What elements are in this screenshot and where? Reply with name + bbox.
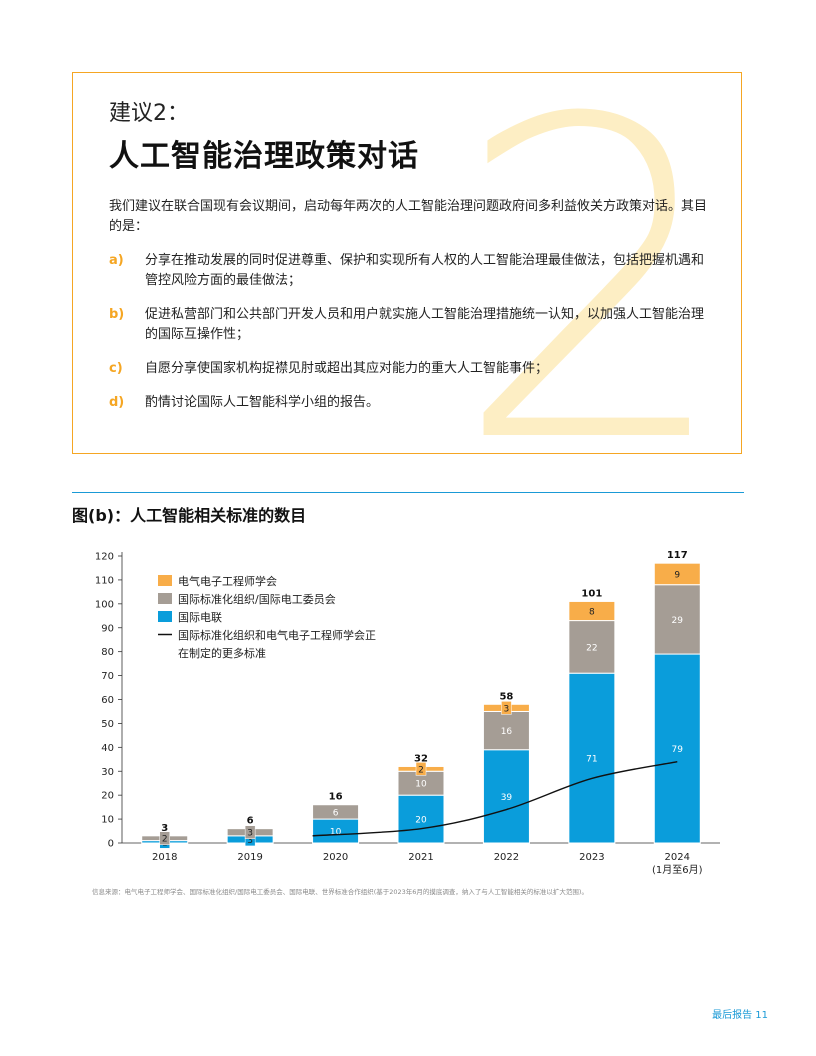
legend-label: 国际电联: [178, 611, 222, 624]
number-watermark: 2: [453, 72, 733, 454]
x-tick-label: 2024: [665, 852, 690, 863]
legend-label-continued: 在制定的更多标准: [178, 646, 266, 660]
list-item: b) 促进私营部门和公共部门开发人员和用户就实施人工智能治理措施统一认知，以加强…: [109, 305, 709, 345]
y-tick-label: 120: [95, 552, 114, 563]
x-tick-label: 2020: [323, 852, 348, 863]
y-tick-label: 60: [101, 695, 114, 706]
y-tick-label: 70: [101, 671, 114, 682]
value-tag: [244, 825, 256, 839]
value-label: 3: [504, 704, 510, 714]
value-label: 20: [415, 816, 427, 826]
legend-label: 国际标准化组织/国际电工委员会: [178, 592, 336, 606]
y-tick-label: 10: [101, 815, 114, 826]
bar-segment: [653, 562, 701, 586]
recommendation-label: 建议2：: [109, 101, 189, 126]
list-item-letter: a): [109, 253, 124, 268]
bar-segment: [312, 804, 360, 820]
x-tick-label: 2019: [237, 852, 262, 863]
list-item-letter: c): [109, 361, 123, 376]
total-label: 6: [247, 816, 254, 827]
x-tick-label: 2021: [408, 852, 433, 863]
x-tick-label: 2023: [579, 852, 604, 863]
value-label: 22: [586, 643, 597, 653]
bar-segment: [482, 749, 530, 844]
value-label: 6: [333, 808, 339, 818]
figure-divider: [72, 492, 744, 493]
bar-segment: [653, 584, 701, 655]
legend-label: 国际标准化组织和电气电子工程师学会正: [178, 628, 376, 642]
y-tick-label: 110: [95, 575, 114, 586]
bar-segment: [568, 620, 616, 674]
list-item-text: 自愿分享使国家机构捉襟见肘或超出其应对能力的重大人工智能事件；: [145, 361, 549, 376]
total-label: 117: [667, 550, 688, 561]
total-label: 101: [581, 588, 602, 599]
recommendation-intro: 我们建议在联合国现有会议期间，启动每年两次的人工智能治理问题政府间多利益攸关方政…: [109, 199, 708, 234]
list-item-text: 促进私营部门和公共部门开发人员和用户就实施人工智能治理措施统一认知，以加强人工智…: [145, 307, 705, 342]
list-item: a) 分享在推动发展的同时促进尊重、保护和实现所有人权的人工智能治理最佳做法，包…: [109, 251, 709, 291]
total-label: 3: [161, 823, 168, 834]
x-tick-sublabel: (1月至6月): [652, 864, 703, 876]
value-label: 10: [330, 828, 342, 838]
legend-swatch: [158, 593, 172, 604]
value-label: 3: [247, 829, 253, 839]
recommendation-box: 2 建议2： 人工智能治理政策对话 我们建议在联合国现有会议期间，启动每年两次的…: [72, 72, 742, 454]
list-item-text: 酌情讨论国际人工智能科学小组的报告。: [145, 395, 380, 410]
legend-swatch: [158, 611, 172, 622]
total-label: 58: [499, 691, 513, 702]
value-label: 8: [589, 608, 595, 618]
bar-segment: [482, 710, 530, 751]
value-label: 29: [672, 616, 684, 626]
page-footer: 最后报告 11: [712, 1010, 768, 1021]
y-tick-label: 100: [95, 599, 114, 610]
value-label: 79: [672, 745, 684, 755]
value-label: 2: [418, 765, 424, 775]
value-tag: [501, 701, 512, 715]
total-label: 32: [414, 753, 428, 764]
total-label: 16: [329, 792, 343, 803]
list-item-letter: d): [109, 395, 125, 410]
list-item-letter: b): [109, 307, 125, 322]
value-tag: [159, 831, 170, 845]
value-label: 9: [674, 570, 680, 580]
value-label: 16: [501, 727, 513, 737]
trend-line: [312, 760, 678, 837]
legend-label: 电气电子工程师学会: [178, 574, 277, 588]
list-item-text: 分享在推动发展的同时促进尊重、保护和实现所有人权的人工智能治理最佳做法，包括把握…: [145, 253, 705, 288]
standards-chart: 0102030405060708090100110120123201833620…: [95, 550, 720, 876]
figure-title: 图(b)：人工智能相关标准的数目: [72, 506, 307, 525]
y-tick-label: 90: [101, 623, 114, 634]
value-label: 39: [501, 793, 513, 803]
y-tick-label: 80: [101, 647, 114, 658]
y-tick-label: 30: [101, 767, 114, 778]
x-tick-label: 2022: [494, 852, 519, 863]
figure-source: 信息来源：电气电子工程师学会、国际标准化组织/国际电工委员会、国际电联、世界标准…: [92, 888, 588, 896]
list-item: d) 酌情讨论国际人工智能科学小组的报告。: [109, 393, 709, 413]
y-tick-label: 40: [101, 743, 114, 754]
recommendation-content: 建议2： 人工智能治理政策对话 我们建议在联合国现有会议期间，启动每年两次的人工…: [109, 95, 709, 427]
bar-segment: [568, 600, 616, 622]
value-label: 2: [162, 835, 168, 845]
list-item: c) 自愿分享使国家机构捉襟见肘或超出其应对能力的重大人工智能事件；: [109, 359, 709, 379]
y-tick-label: 20: [101, 791, 114, 802]
legend-swatch: [158, 575, 172, 586]
y-tick-label: 50: [101, 719, 114, 730]
bar-segment: [397, 794, 445, 844]
x-tick-label: 2018: [152, 852, 177, 863]
bar-segment: [653, 653, 701, 844]
value-label: 71: [586, 755, 597, 765]
value-label: 10: [415, 780, 427, 790]
y-tick-label: 0: [108, 839, 114, 850]
bar-segment: [568, 672, 616, 844]
value-tag: [415, 762, 427, 776]
value-label: 3: [247, 836, 253, 846]
recommendation-title: 人工智能治理政策对话: [109, 139, 419, 174]
